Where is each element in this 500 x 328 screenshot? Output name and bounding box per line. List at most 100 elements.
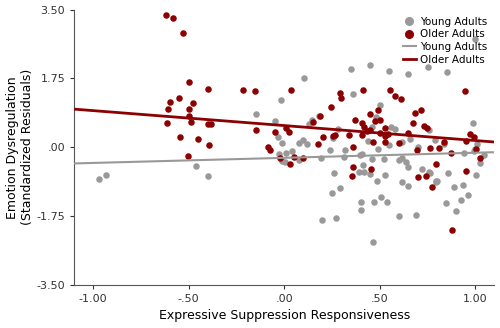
Point xyxy=(381,133,389,138)
Point xyxy=(204,121,212,127)
Point xyxy=(472,146,480,151)
Point xyxy=(472,146,480,151)
Point xyxy=(402,159,410,164)
Point xyxy=(319,134,327,140)
Point xyxy=(163,120,171,125)
Point xyxy=(414,175,422,180)
Point xyxy=(397,96,405,102)
Point xyxy=(448,227,456,233)
Point xyxy=(442,200,450,205)
Point xyxy=(432,161,440,166)
Point xyxy=(418,166,426,171)
Point xyxy=(383,199,391,205)
Point xyxy=(359,162,367,168)
Point xyxy=(184,80,192,85)
Point xyxy=(398,155,406,160)
Point xyxy=(452,208,460,214)
Point xyxy=(442,70,450,75)
Point xyxy=(460,150,468,155)
Point xyxy=(175,95,183,101)
Point xyxy=(328,134,336,139)
Point xyxy=(341,148,349,153)
Point xyxy=(290,155,298,160)
Point xyxy=(412,111,420,116)
Point xyxy=(368,156,376,161)
Point xyxy=(426,170,434,175)
Point xyxy=(308,119,316,125)
Point xyxy=(364,139,372,144)
Point xyxy=(328,191,336,196)
Point xyxy=(281,159,289,164)
Point xyxy=(238,87,246,92)
Point xyxy=(428,184,436,189)
Point xyxy=(356,152,364,157)
Point xyxy=(318,217,326,223)
Point xyxy=(366,127,374,132)
Point xyxy=(367,167,375,172)
Point xyxy=(412,213,420,218)
Point xyxy=(371,118,379,124)
Point xyxy=(274,134,282,140)
Point xyxy=(286,161,294,167)
Point xyxy=(380,140,388,145)
Point xyxy=(395,214,403,219)
Point xyxy=(288,149,296,154)
Point xyxy=(470,134,478,140)
Point xyxy=(356,200,364,205)
Point xyxy=(414,147,422,152)
Point xyxy=(355,169,363,174)
Point xyxy=(432,179,440,185)
Point xyxy=(386,68,394,73)
Point xyxy=(380,156,388,161)
Legend: Young Adults, Older Adults, Young Adults, Older Adults: Young Adults, Older Adults, Young Adults… xyxy=(401,15,489,67)
Y-axis label: Emotion Dysregulation
(Standardized Residuals): Emotion Dysregulation (Standardized Resi… xyxy=(6,69,34,225)
Point xyxy=(462,169,470,174)
Point xyxy=(358,132,366,137)
Point xyxy=(179,31,187,36)
Point xyxy=(314,114,322,119)
Point xyxy=(252,111,260,116)
Point xyxy=(189,100,197,105)
Point xyxy=(461,89,469,94)
Point xyxy=(424,64,432,69)
Point xyxy=(376,117,384,123)
Point xyxy=(205,143,213,148)
Point xyxy=(327,105,335,110)
Point xyxy=(432,179,440,184)
Point xyxy=(384,131,392,136)
Point xyxy=(266,148,274,153)
Point xyxy=(264,144,272,150)
Point xyxy=(287,87,295,92)
Point xyxy=(391,93,399,99)
Point xyxy=(374,147,382,152)
Point xyxy=(447,150,455,155)
Point xyxy=(368,239,376,245)
Point xyxy=(336,91,344,96)
Point xyxy=(404,131,412,136)
Point xyxy=(204,174,212,179)
Point xyxy=(432,137,440,143)
Point xyxy=(376,131,384,136)
Point xyxy=(334,126,342,132)
Point xyxy=(176,134,184,139)
Point xyxy=(298,156,306,161)
Point xyxy=(271,118,279,124)
Point xyxy=(275,152,283,157)
Point xyxy=(398,139,406,144)
Point xyxy=(204,86,212,91)
Point xyxy=(376,102,384,108)
Point xyxy=(368,125,376,130)
Point xyxy=(391,126,399,132)
Point xyxy=(299,137,307,142)
Point xyxy=(336,186,344,191)
Point xyxy=(184,107,192,112)
Point xyxy=(404,72,412,77)
Point xyxy=(358,121,366,126)
Point xyxy=(251,88,259,93)
Point xyxy=(470,148,478,154)
Point xyxy=(278,158,285,164)
Point xyxy=(316,114,324,119)
Point xyxy=(377,195,385,200)
Point xyxy=(366,172,374,177)
Point xyxy=(469,120,477,125)
